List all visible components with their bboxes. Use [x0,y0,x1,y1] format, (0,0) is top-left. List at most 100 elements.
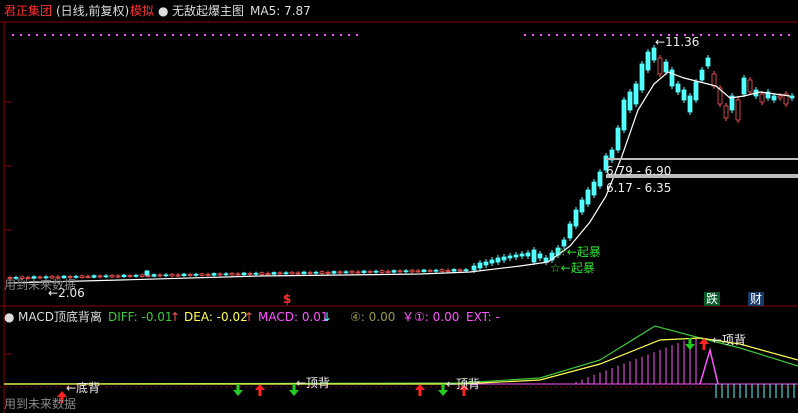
top-signal-dot [764,34,766,36]
candle-body [723,105,729,119]
candle-body [361,270,367,274]
top-signal-dot [340,34,342,36]
candle-body [169,273,175,277]
top-signal-dot [596,34,598,36]
top-signal-dot [116,34,118,36]
top-signal-dot [164,34,166,36]
candle-body [711,73,717,87]
candle-body [349,270,355,274]
top-signal-dot [292,34,294,36]
candle-body [747,79,753,93]
candle-body [229,272,235,276]
candle-body [549,252,555,261]
down-arrow-icon [233,384,243,396]
top-signal-dot [636,34,638,36]
candle-body [735,99,741,121]
die-badge[interactable]: 跌 [704,292,721,306]
candle-body [415,270,421,273]
top-divergence-label-1: ←顶背 [296,376,331,390]
top-signal-dot [668,34,670,36]
candle-body [451,269,457,272]
candle-body [687,95,693,113]
candle-body [717,87,723,105]
top-signal-dot [732,34,734,36]
top-signal-dot [28,34,30,36]
stock-name[interactable]: 君正集团 [4,4,53,18]
formula-name[interactable]: 无敌起爆主图 [172,4,245,18]
signal-arrows [57,338,709,403]
dea-up-arrow-icon: ↑ [244,310,255,324]
top-signal-dot [260,34,262,36]
candlestick-series [7,45,795,280]
candle-body [31,276,37,279]
candle-body [397,270,403,273]
top-signal-dot [572,34,574,36]
top-signal-dot [788,34,790,36]
top-divergence-label-3: ←项背 [712,333,747,347]
indicator-name[interactable]: MACD顶底背离 [18,310,102,324]
dea-value: DEA: -0.02 [184,310,248,324]
candle-body [187,273,193,276]
candle-body [265,273,271,275]
signal-label-1: ☆←起暴 [556,245,601,259]
zone-line-upper [606,158,798,160]
bottom-divergence-label: ←底背 [66,381,101,395]
candle-body [603,155,609,171]
candle-body [103,275,109,278]
candle-body [355,271,361,274]
candle-body [427,269,433,272]
top-signal-dot [676,34,678,36]
top-signal-dot [68,34,70,36]
candle-body [61,275,67,279]
candle-body [409,269,415,273]
candle-body [675,83,681,93]
signal-label-2: ☆←起暴 [550,261,595,275]
candle-body [591,181,597,196]
top-signal-dot [220,34,222,36]
candle-body [289,271,295,275]
formula-dropdown-icon[interactable]: ● [158,4,169,18]
candle-body [639,63,645,91]
candle-body [663,61,669,73]
candle-body [247,272,253,275]
candle-body [385,271,391,273]
candle-body [681,89,687,101]
period-label[interactable]: (日线,前复权) [56,4,130,18]
up-arrow-icon [57,391,67,403]
candle-body [223,273,229,276]
candle-body [615,127,621,151]
candle-body [163,274,169,277]
candle-body [307,271,313,274]
macd-spike [699,347,719,385]
candle-body [705,57,711,67]
candle-body [283,272,289,275]
candle-body [7,277,13,279]
ma5-value: MA5: 7.87 [250,4,311,18]
top-signal-dot [332,34,334,36]
top-signal-dot [156,34,158,36]
candle-body [295,272,301,275]
candle-body [19,276,25,279]
top-signal-dot [756,34,758,36]
down-arrow-icon [685,338,695,350]
candle-body [651,47,657,61]
top-signal-dot [76,34,78,36]
candle-body [91,275,97,278]
top-signal-dot [548,34,550,36]
top-signal-dot [236,34,238,36]
candle-body [127,275,133,277]
sim-label[interactable]: 模拟 [130,4,155,18]
ext-value: EXT: - [466,310,500,324]
candle-body [531,249,537,263]
top-signal-dot [92,34,94,36]
down-arrow-icon [438,384,448,396]
candle-body [379,270,385,273]
cai-badge[interactable]: 财 [748,292,765,306]
top-signal-dot [276,34,278,36]
candle-body [457,269,463,272]
top-signal-dot [708,34,710,36]
indicator-dropdown-icon[interactable]: ● [4,310,15,324]
top-signal-dot [660,34,662,36]
candle-body [759,93,765,103]
